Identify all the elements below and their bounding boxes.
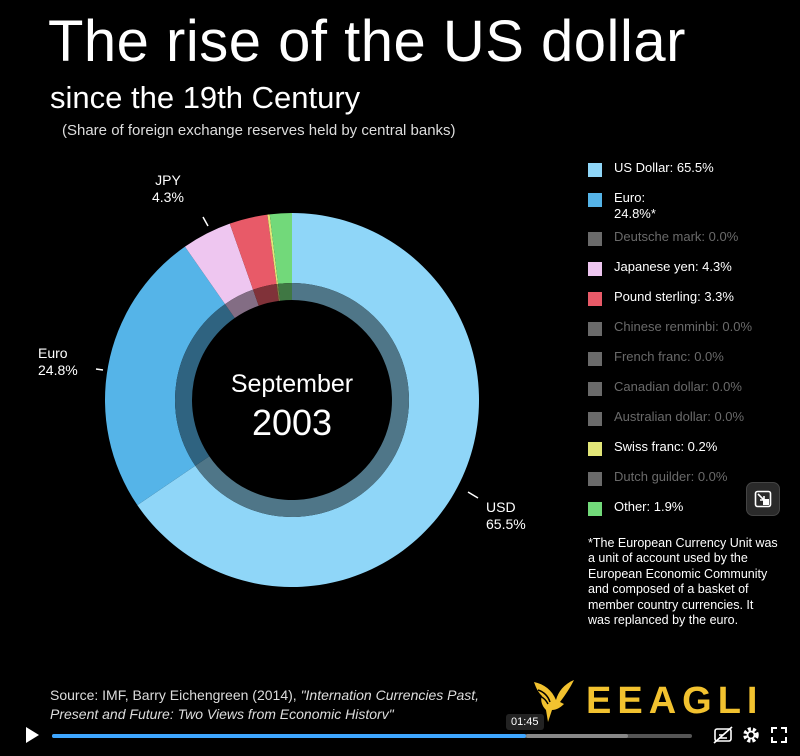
donut-inner-ring-japanese-yen: [225, 289, 259, 319]
legend-item-australian-dollar: Australian dollar: 0.0%: [588, 409, 793, 439]
legend-item-dutch-guilder: Dutch guilder: 0.0%: [588, 469, 793, 499]
legend-label-us-dollar: US Dollar: 65.5%: [614, 160, 714, 175]
legend-item-french-franc: French franc: 0.0%: [588, 349, 793, 379]
video-timeline[interactable]: [52, 734, 692, 738]
donut-inner-ring-swiss-franc: [276, 283, 281, 301]
slice-label-usd-name: USD: [486, 499, 516, 515]
legend-swatch-canadian-dollar: [588, 382, 602, 396]
eagle-icon: [534, 680, 574, 722]
slice-label-euro: Euro 24.8%: [38, 345, 78, 379]
timeline-progress: [52, 734, 526, 738]
legend-item-chinese-renminbi: Chinese renminbi: 0.0%: [588, 319, 793, 349]
donut-slice-us-dollar: [137, 213, 480, 587]
center-month: September: [230, 370, 354, 398]
legend-item-canadian-dollar: Canadian dollar: 0.0%: [588, 379, 793, 409]
page-subtitle: since the 19th Century: [50, 80, 361, 115]
chart-legend: US Dollar: 65.5% Euro: 24.8%* Deutsche mar…: [588, 160, 793, 529]
slice-label-jpy-name: JPY: [155, 172, 181, 188]
legend-label-japanese-yen: Japanese yen: 4.3%: [614, 259, 732, 274]
slice-label-usd-value: 65.5%: [486, 516, 526, 532]
legend-item-japanese-yen: Japanese yen: 4.3%: [588, 259, 793, 289]
legend-label-french-franc: French franc: 0.0%: [614, 349, 724, 364]
donut-slice-swiss-franc: [267, 214, 279, 285]
source-prefix: Source: IMF, Barry Eichengreen (2014),: [50, 687, 301, 703]
slice-label-jpy-value: 4.3%: [152, 189, 184, 205]
legend-label-pound-sterling: Pound sterling: 3.3%: [614, 289, 734, 304]
legend-label-swiss-franc: Swiss franc: 0.2%: [614, 439, 718, 454]
slice-label-usd: USD 65.5%: [486, 499, 526, 533]
legend-item-pound-sterling: Pound sterling: 3.3%: [588, 289, 793, 319]
legend-swatch-swiss-franc: [588, 442, 602, 456]
legend-swatch-australian-dollar: [588, 412, 602, 426]
slice-label-euro-name: Euro: [38, 345, 68, 361]
donut-inner-ring-euro: [174, 304, 235, 466]
legend-item-euro: Euro: 24.8%*: [588, 190, 793, 229]
legend-label-deutsche-mark: Deutsche mark: 0.0%: [614, 229, 739, 244]
legend-swatch-euro: [588, 193, 602, 207]
fullscreen-button[interactable]: [768, 724, 790, 746]
legend-swatch-dutch-guilder: [588, 472, 602, 486]
tick-euro: [95, 368, 104, 371]
footnote: *The European Currency Unit was a unit o…: [588, 536, 778, 628]
legend-swatch-french-franc: [588, 352, 602, 366]
legend-item-deutsche-mark: Deutsche mark: 0.0%: [588, 229, 793, 259]
time-tooltip: 01:45: [506, 714, 544, 730]
center-year: 2003: [251, 402, 333, 443]
chart-note: (Share of foreign exchange reserves held…: [62, 122, 456, 139]
play-icon: [26, 727, 39, 743]
brand-name: EEAGLI: [586, 679, 764, 722]
legend-swatch-pound-sterling: [588, 292, 602, 306]
page-title: The rise of the US dollar: [48, 9, 686, 74]
source-note: Source: IMF, Barry Eichengreen (2014), "…: [50, 686, 520, 724]
fullscreen-icon: [771, 727, 787, 743]
legend-swatch-us-dollar: [588, 163, 602, 177]
legend-swatch-deutsche-mark: [588, 232, 602, 246]
slice-label-jpy: JPY 4.3%: [152, 172, 184, 206]
play-button[interactable]: [24, 726, 40, 749]
legend-label-dutch-guilder: Dutch guilder: 0.0%: [614, 469, 728, 484]
donut-chart: [95, 213, 480, 587]
donut-inner-ring-other: [278, 283, 292, 301]
legend-label-canadian-dollar: Canadian dollar: 0.0%: [614, 379, 742, 394]
legend-swatch-chinese-renminbi: [588, 322, 602, 336]
expand-icon: [754, 490, 772, 508]
donut-slice-pound-sterling: [229, 214, 277, 290]
legend-label-euro: Euro: 24.8%*: [614, 190, 656, 221]
brand-logo: EEAGLI: [530, 676, 763, 726]
legend-item-other: Other: 1.9%: [588, 499, 793, 529]
video-player-bar: 01:45: [0, 714, 800, 756]
donut-slice-euro: [105, 246, 226, 506]
slice-label-euro-value: 24.8%: [38, 362, 78, 378]
settings-button[interactable]: [740, 724, 762, 746]
tick-jpy: [202, 216, 209, 227]
expand-button[interactable]: [746, 482, 780, 516]
donut-slice-other: [269, 213, 292, 284]
subtitles-off-icon: [713, 726, 733, 744]
donut-inner-ring-pound-sterling: [253, 284, 279, 306]
legend-swatch-japanese-yen: [588, 262, 602, 276]
legend-item-swiss-franc: Swiss franc: 0.2%: [588, 439, 793, 469]
donut-slice-japanese-yen: [184, 223, 254, 305]
timeline-buffered: [525, 734, 628, 738]
tick-usd: [467, 491, 479, 499]
legend-label-australian-dollar: Australian dollar: 0.0%: [614, 409, 745, 424]
legend-swatch-other: [588, 502, 602, 516]
source-title: "Internation Currencies Past, Present an…: [50, 687, 480, 722]
legend-label-chinese-renminbi: Chinese renminbi: 0.0%: [614, 319, 753, 334]
subtitles-button[interactable]: [712, 724, 734, 746]
legend-item-us-dollar: US Dollar: 65.5%: [588, 160, 793, 190]
settings-icon: [743, 727, 759, 743]
legend-label-other: Other: 1.9%: [614, 499, 684, 514]
